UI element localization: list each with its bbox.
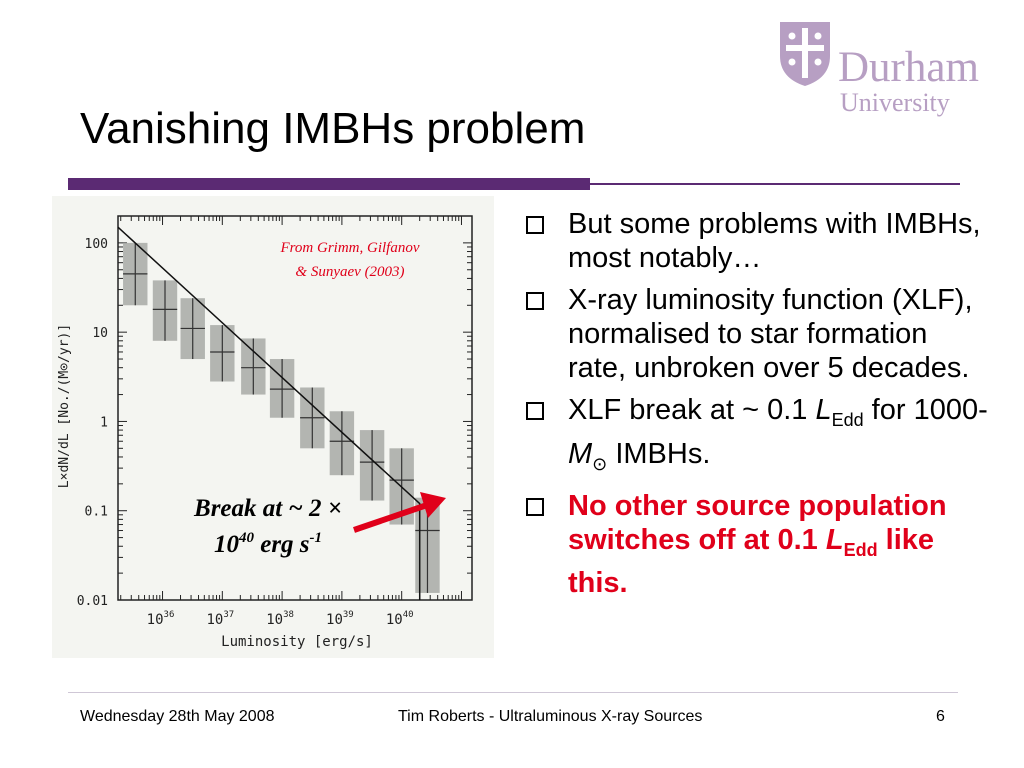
fit-line: [117, 226, 421, 600]
bullet-square-icon: [526, 497, 544, 516]
bullet-square-icon: [526, 216, 544, 234]
title-rule-thin: [590, 183, 960, 185]
x-tick-label: 1040: [386, 610, 414, 628]
source-note-line-1: From Grimm, Gilfanov: [279, 240, 419, 256]
y-tick-label: 0.1: [85, 505, 108, 520]
chart-axes: [117, 215, 473, 601]
footer-page-number: 6: [936, 708, 945, 725]
slide-title: Vanishing IMBHs problem: [80, 104, 586, 153]
xlf-figure: 1036 1037 1038 1039 1040 100 10 1 0.1 0.01 Lumino…: [52, 196, 494, 658]
source-note-line-2: & Sunyaev (2003): [295, 264, 404, 280]
break-arrow: [353, 492, 446, 533]
y-tick-label: 100: [85, 237, 108, 252]
footer-date: Wednesday 28th May 2008: [80, 708, 275, 725]
footer-rule: [68, 692, 958, 693]
bullet-square-icon: [526, 292, 544, 310]
university-logo: Durham University: [776, 18, 996, 117]
y-tick-label: 1: [100, 415, 108, 430]
y-tick-label: 0.01: [77, 594, 108, 609]
bullet-item: X-ray luminosity function (XLF), normali…: [520, 283, 990, 385]
y-axis-label: L×dN/dL [No./(M⊙/yr)]: [57, 324, 72, 488]
bullet-square-icon: [526, 402, 544, 420]
fit-line-group: [117, 226, 421, 600]
break-annotation-line-2: 1040 erg s-1: [214, 530, 322, 558]
y-tick-label: 10: [92, 326, 108, 341]
x-tick-label: 1039: [326, 610, 354, 628]
bullet-item: But some problems with IMBHs, most notab…: [520, 207, 990, 275]
tick-labels: 1036 1037 1038 1039 1040 100 10 1 0.1 0.01: [77, 237, 414, 628]
x-tick-label: 1036: [147, 610, 175, 628]
durham-crest-icon: [780, 22, 830, 86]
error-bars: [123, 242, 440, 593]
footer-author: Tim Roberts - Ultraluminous X-ray Source…: [398, 708, 703, 725]
bullet-list: But some problems with IMBHs, most notab…: [520, 207, 990, 608]
title-rule: [68, 178, 590, 190]
break-annotation-line-1: Break at ~ 2 ×: [193, 495, 342, 522]
bullet-item: XLF break at ~ 0.1 LEdd for 1000-M⊙ IMBH…: [520, 393, 990, 481]
xlf-chart: 1036 1037 1038 1039 1040 100 10 1 0.1 0.01 Lumino…: [57, 215, 473, 650]
x-tick-label: 1038: [266, 610, 294, 628]
x-tick-label: 1037: [206, 610, 234, 628]
bullet-item-highlight: No other source population switches off …: [520, 489, 990, 601]
x-axis-label: Luminosity [erg/s]: [221, 634, 373, 650]
logo-name: Durham: [838, 44, 979, 91]
plot-frame: [117, 215, 473, 601]
logo-subtitle: University: [840, 88, 950, 117]
